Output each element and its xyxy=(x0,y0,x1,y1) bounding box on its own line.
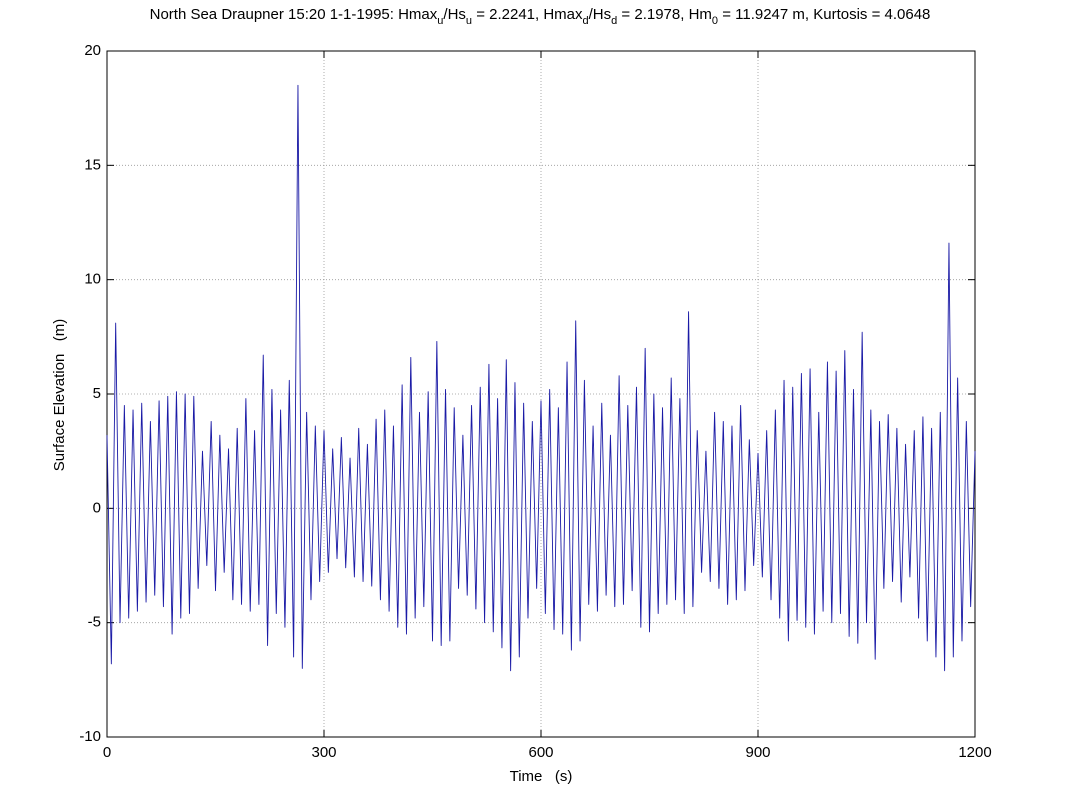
x-tick-label: 600 xyxy=(528,744,553,761)
title-subscript: 0 xyxy=(712,15,718,27)
x-tick-label: 900 xyxy=(745,744,770,761)
title-part: /Hs xyxy=(443,6,466,23)
plot-frame xyxy=(106,50,976,738)
title-part: = 11.9247 m, Kurtosis = 4.0648 xyxy=(718,6,930,23)
title-part: = 2.1978, Hm xyxy=(617,6,712,23)
title-subscript: u xyxy=(466,15,472,27)
title-subscript: d xyxy=(583,15,589,27)
title-part: North Sea Draupner 15:20 1-1-1995: Hmax xyxy=(150,6,438,23)
y-tick-label: -5 xyxy=(88,614,101,631)
x-tick-label: 0 xyxy=(103,744,111,761)
y-tick-label: 20 xyxy=(84,42,101,59)
title-subscript: u xyxy=(437,15,443,27)
x-axis-label: Time (s) xyxy=(510,768,573,785)
y-axis-label: Surface Elevation (m) xyxy=(51,319,68,472)
y-tick-label: 5 xyxy=(93,385,101,402)
title-subscript: d xyxy=(611,15,617,27)
series-line xyxy=(106,84,976,672)
x-tick-label: 300 xyxy=(311,744,336,761)
x-tick-label: 1200 xyxy=(958,744,991,761)
y-tick-label: 15 xyxy=(84,156,101,173)
y-tick-label: -10 xyxy=(79,728,101,745)
title-part: /Hs xyxy=(589,6,612,23)
y-tick-label: 10 xyxy=(84,271,101,288)
title-part: = 2.2241, Hmax xyxy=(472,6,583,23)
y-tick-label: 0 xyxy=(93,499,101,516)
chart-title: North Sea Draupner 15:20 1-1-1995: Hmaxu… xyxy=(150,6,931,27)
